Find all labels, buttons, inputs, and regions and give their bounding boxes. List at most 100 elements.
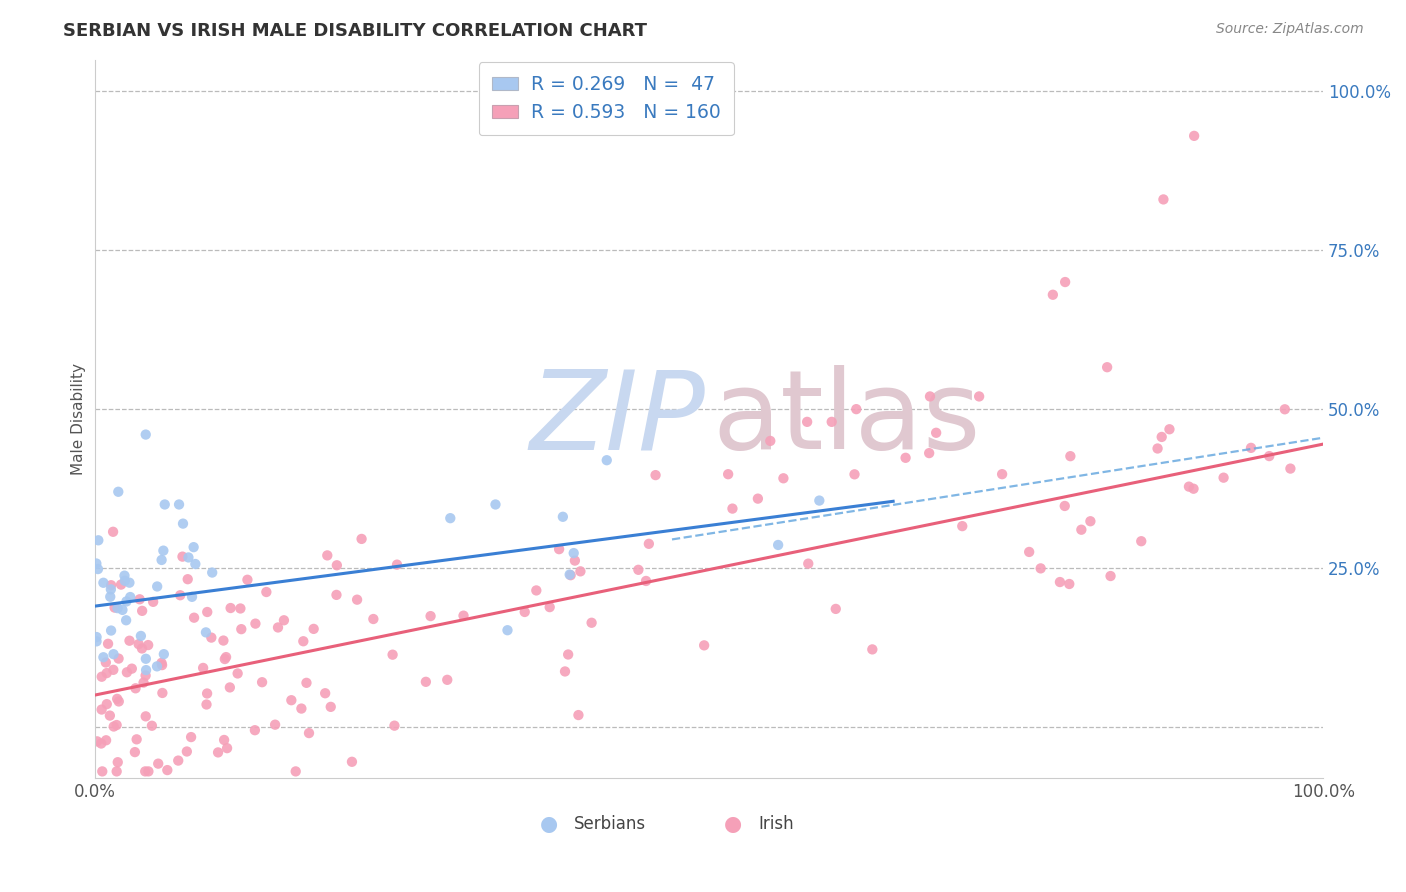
Point: [644, 468, 666, 483]
Point: [894, 450, 917, 465]
Point: [103, 647, 125, 661]
Point: [796, 415, 818, 429]
Point: [107, 484, 129, 499]
Point: [513, 605, 536, 619]
Point: [693, 638, 716, 652]
Point: [797, 557, 820, 571]
Point: [172, 516, 194, 531]
Point: [97, 637, 120, 651]
Point: [107, 755, 129, 769]
Point: [316, 549, 339, 563]
Point: [346, 592, 368, 607]
Point: [87, 562, 110, 576]
Point: [717, 467, 740, 482]
Point: [634, 574, 657, 588]
Point: [100, 578, 122, 592]
Point: [844, 467, 866, 482]
Point: [132, 675, 155, 690]
Point: [177, 550, 200, 565]
Point: [135, 663, 157, 677]
Point: [153, 647, 176, 661]
Point: [90, 670, 112, 684]
Point: [567, 708, 589, 723]
Point: [558, 567, 581, 582]
Point: [124, 681, 146, 696]
Text: ●: ●: [540, 814, 558, 834]
Point: [548, 542, 571, 557]
Point: [415, 674, 437, 689]
Point: [363, 612, 385, 626]
Point: [1080, 514, 1102, 528]
Text: ●: ●: [724, 814, 742, 834]
Point: [93, 575, 115, 590]
Point: [1099, 569, 1122, 583]
Point: [87, 533, 110, 548]
Point: [91, 764, 114, 779]
Point: [100, 624, 122, 638]
Point: [207, 746, 229, 760]
Point: [214, 652, 236, 666]
Point: [524, 583, 547, 598]
Point: [86, 734, 108, 748]
Point: [1049, 575, 1071, 590]
Point: [90, 702, 112, 716]
Point: [1146, 442, 1168, 456]
Point: [627, 563, 650, 577]
Point: [991, 467, 1014, 482]
Point: [381, 648, 404, 662]
Point: [191, 661, 214, 675]
Point: [212, 633, 235, 648]
Point: [128, 592, 150, 607]
Point: [153, 498, 176, 512]
Point: [124, 745, 146, 759]
Point: [94, 733, 117, 747]
Point: [564, 553, 586, 567]
Point: [1042, 287, 1064, 301]
Y-axis label: Male Disability: Male Disability: [72, 363, 86, 475]
Point: [111, 603, 134, 617]
Point: [135, 668, 157, 682]
Point: [120, 590, 142, 604]
Point: [236, 573, 259, 587]
Point: [1182, 128, 1205, 143]
Point: [195, 698, 218, 712]
Point: [759, 434, 782, 448]
Point: [135, 652, 157, 666]
Text: atlas: atlas: [713, 365, 981, 472]
Point: [721, 501, 744, 516]
Point: [1152, 193, 1174, 207]
Point: [217, 741, 239, 756]
Point: [169, 588, 191, 602]
Point: [195, 605, 218, 619]
Point: [134, 764, 156, 779]
Point: [115, 613, 138, 627]
Point: [314, 686, 336, 700]
Point: [107, 601, 129, 615]
Point: [135, 709, 157, 723]
Point: [131, 604, 153, 618]
Point: [950, 519, 973, 533]
Point: [183, 540, 205, 554]
Point: [183, 610, 205, 624]
Point: [860, 642, 883, 657]
Point: [1070, 523, 1092, 537]
Point: [141, 719, 163, 733]
Point: [1279, 461, 1302, 475]
Point: [181, 590, 204, 604]
Point: [201, 566, 224, 580]
Point: [918, 389, 941, 403]
Point: [101, 524, 124, 539]
Point: [1095, 360, 1118, 375]
Point: [384, 719, 406, 733]
Point: [292, 634, 315, 648]
Point: [1182, 482, 1205, 496]
Point: [298, 726, 321, 740]
Point: [107, 651, 129, 665]
Point: [254, 585, 277, 599]
Point: [194, 625, 217, 640]
Point: [176, 744, 198, 758]
Point: [1159, 422, 1181, 436]
Point: [231, 622, 253, 636]
Point: [138, 764, 160, 779]
Point: [94, 656, 117, 670]
